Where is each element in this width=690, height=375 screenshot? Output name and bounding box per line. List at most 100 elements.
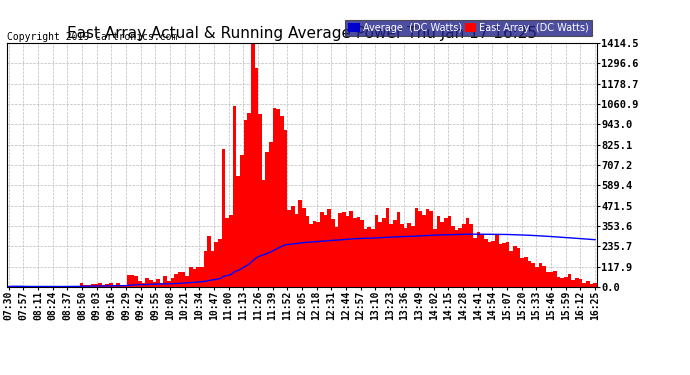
Bar xyxy=(124,286,127,287)
Bar xyxy=(287,210,291,287)
Bar xyxy=(127,275,130,287)
Bar xyxy=(418,210,422,287)
Bar xyxy=(211,251,215,287)
Bar xyxy=(193,269,196,287)
Bar xyxy=(513,246,517,287)
Bar xyxy=(353,218,357,287)
Bar xyxy=(50,286,55,287)
Bar xyxy=(440,222,444,287)
Bar xyxy=(160,283,164,287)
Bar xyxy=(444,218,448,287)
Bar xyxy=(240,155,244,287)
Bar xyxy=(112,286,116,287)
Bar xyxy=(80,284,83,287)
Bar xyxy=(138,281,141,287)
Bar xyxy=(98,283,101,287)
Bar xyxy=(87,285,90,287)
Bar xyxy=(506,242,509,287)
Bar xyxy=(226,218,229,287)
Bar xyxy=(178,272,181,287)
Bar xyxy=(141,283,146,287)
Bar xyxy=(458,228,462,287)
Bar xyxy=(549,272,553,287)
Bar xyxy=(327,209,331,287)
Bar xyxy=(273,108,277,287)
Bar xyxy=(393,220,397,287)
Bar xyxy=(32,286,36,287)
Bar xyxy=(200,267,204,287)
Bar xyxy=(484,239,488,287)
Bar xyxy=(546,272,549,287)
Bar xyxy=(404,228,408,287)
Bar xyxy=(415,208,418,287)
Bar xyxy=(189,267,193,287)
Bar xyxy=(14,286,18,287)
Bar xyxy=(149,280,152,287)
Bar xyxy=(47,286,50,287)
Bar xyxy=(560,278,564,287)
Bar xyxy=(18,286,21,287)
Bar xyxy=(95,284,98,287)
Bar xyxy=(571,280,575,287)
Bar xyxy=(455,230,458,287)
Bar xyxy=(255,68,258,287)
Bar xyxy=(462,224,466,287)
Bar xyxy=(575,278,579,287)
Bar xyxy=(236,176,240,287)
Bar xyxy=(426,209,429,287)
Bar xyxy=(105,284,109,287)
Bar xyxy=(400,225,404,287)
Bar xyxy=(130,275,135,287)
Bar xyxy=(295,213,298,287)
Bar xyxy=(437,216,440,287)
Bar xyxy=(65,286,69,287)
Bar xyxy=(517,248,520,287)
Bar xyxy=(557,277,560,287)
Bar xyxy=(539,263,542,287)
Bar xyxy=(76,286,80,287)
Bar xyxy=(488,242,491,287)
Bar xyxy=(320,212,324,287)
Bar xyxy=(495,234,498,287)
Bar xyxy=(101,285,105,287)
Bar xyxy=(164,276,167,287)
Bar xyxy=(586,281,589,287)
Bar xyxy=(448,216,451,287)
Bar xyxy=(291,206,295,287)
Bar xyxy=(422,215,426,287)
Bar xyxy=(269,142,273,287)
Bar xyxy=(473,238,477,287)
Bar xyxy=(135,276,138,287)
Bar xyxy=(313,221,317,287)
Bar xyxy=(564,277,568,287)
Bar xyxy=(10,286,14,287)
Bar xyxy=(120,285,124,287)
Bar xyxy=(233,106,236,287)
Bar xyxy=(181,272,186,287)
Bar xyxy=(171,278,175,287)
Bar xyxy=(215,242,218,287)
Bar xyxy=(480,235,484,287)
Bar xyxy=(302,208,306,287)
Bar xyxy=(346,216,349,287)
Bar xyxy=(247,112,251,287)
Bar xyxy=(397,212,400,287)
Bar xyxy=(520,258,524,287)
Bar xyxy=(531,262,535,287)
Bar xyxy=(342,211,346,287)
Bar xyxy=(524,257,528,287)
Bar xyxy=(244,120,247,287)
Bar xyxy=(498,244,502,287)
Bar xyxy=(364,230,367,287)
Bar xyxy=(433,228,437,287)
Bar xyxy=(83,285,87,287)
Bar xyxy=(277,109,280,287)
Title: East Array Actual & Running Average Power Thu Jan 17 16:25: East Array Actual & Running Average Powe… xyxy=(67,26,537,40)
Bar xyxy=(175,274,178,287)
Bar xyxy=(116,284,120,287)
Bar xyxy=(382,218,386,287)
Bar xyxy=(553,271,557,287)
Bar xyxy=(284,130,287,287)
Bar xyxy=(196,267,200,287)
Bar xyxy=(298,200,302,287)
